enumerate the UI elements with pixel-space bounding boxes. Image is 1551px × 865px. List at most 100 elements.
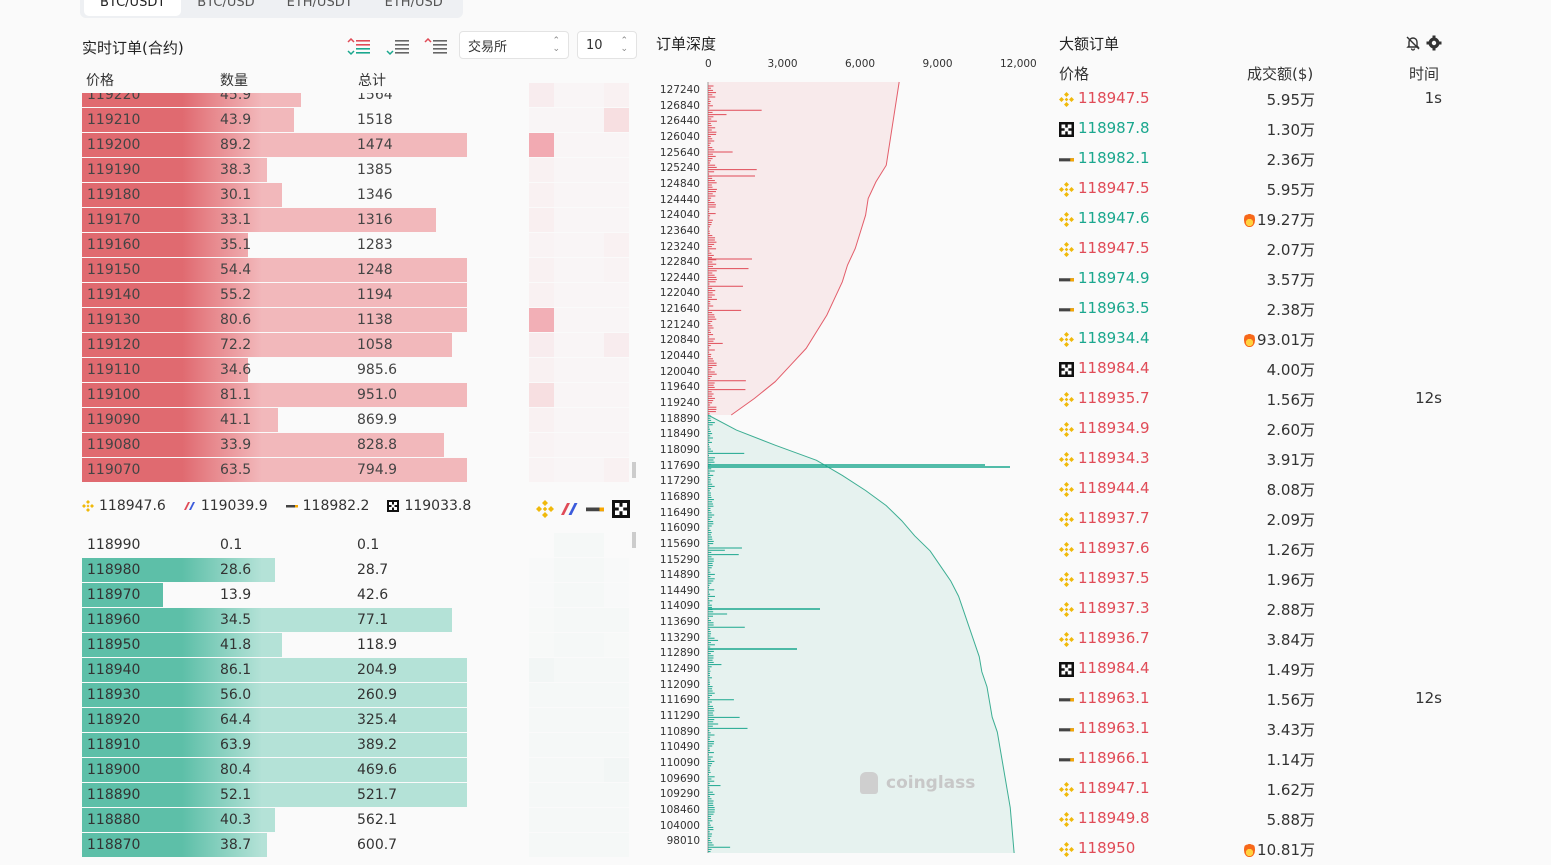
big-order-row[interactable]: 118937.3 2.88万 [1059,595,1444,625]
big-order-amount-value: 8.08万 [1266,481,1315,499]
bybit-icon[interactable] [586,500,604,518]
ask-row[interactable]: 119210 43.9 1518 [82,108,467,132]
bid-row[interactable]: 118950 41.8 118.9 [82,633,467,657]
big-order-amount: 3.84万 [1267,629,1315,650]
depth-price-label: 124040 [659,209,700,222]
ask-row[interactable]: 119080 33.9 828.8 [82,433,467,457]
ask-row[interactable]: 119070 63.5 794.9 [82,458,467,482]
big-order-row[interactable]: 118950 10.81万 [1059,835,1444,865]
ask-row[interactable]: 119110 34.6 985.6 [82,358,467,382]
big-order-row[interactable]: 118987.8 1.30万 [1059,115,1444,145]
ask-row[interactable]: 119150 54.4 1248 [82,258,467,282]
depth-price-label: 118090 [659,443,700,456]
binance-icon[interactable] [536,500,554,518]
big-order-row[interactable]: 118937.7 2.09万 [1059,505,1444,535]
depth-bar [82,358,248,382]
bid-row[interactable]: 118880 40.3 562.1 [82,808,467,832]
exchange-select[interactable]: 交易所 ⌃ ⌄ [459,31,569,59]
ask-row[interactable]: 119170 33.1 1316 [82,208,467,232]
ask-row[interactable]: 119200 89.2 1474 [82,133,467,157]
big-order-row[interactable]: 118984.4 1.49万 [1059,655,1444,685]
ask-row[interactable]: 119130 80.6 1138 [82,308,467,332]
big-order-row[interactable]: 118936.7 3.84万 [1059,625,1444,655]
bybit-icon [1059,698,1074,702]
ask-row[interactable]: 119140 55.2 1194 [82,283,467,307]
exchange-icon [1059,212,1074,227]
bell-off-icon[interactable] [1405,35,1421,51]
big-order-row[interactable]: 118935.7 1.56万 12s [1059,385,1444,415]
exchange-heat-cell [554,258,579,282]
big-order-row[interactable]: 118947.5 5.95万 [1059,175,1444,205]
big-order-row[interactable]: 118963.1 1.56万 12s [1059,685,1444,715]
exchange-heat-cell [604,808,629,832]
ask-row[interactable]: 119100 81.1 951.0 [82,383,467,407]
bid-row[interactable]: 118890 52.1 521.7 [82,783,467,807]
binance-icon [1059,542,1074,557]
bid-price: 118870 [87,837,141,853]
view-bids-icon[interactable] [385,38,411,56]
tab-eth-usdt[interactable]: ETH/USDT [286,0,353,10]
bid-row[interactable]: 118870 38.7 600.7 [82,833,467,857]
big-order-row[interactable]: 118949.8 5.88万 [1059,805,1444,835]
bid-row[interactable]: 118920 64.4 325.4 [82,708,467,732]
big-order-amount: 2.88万 [1267,599,1315,620]
bid-total: 260.9 [357,687,398,703]
bid-row[interactable]: 118960 34.5 77.1 [82,608,467,632]
bid-row[interactable]: 118980 28.6 28.7 [82,558,467,582]
bid-row[interactable]: 118970 13.9 42.6 [82,583,467,607]
bitmex-icon[interactable] [561,500,579,518]
bid-price: 118910 [87,737,141,753]
big-order-row[interactable]: 118937.6 1.26万 [1059,535,1444,565]
big-order-row[interactable]: 118947.1 1.62万 [1059,775,1444,805]
exchange-icon [1059,182,1074,197]
tab-btc-usdt[interactable]: BTC/USDT [84,0,182,16]
exchange-heat-cell [554,808,579,832]
depth-price-label: 117690 [659,459,700,472]
bid-row[interactable]: 118940 86.1 204.9 [82,658,467,682]
depth-price-label: 126040 [659,130,700,143]
big-order-row[interactable]: 118947.5 2.07万 [1059,235,1444,265]
exchange-heat-cell [554,183,579,207]
ask-row[interactable]: 119160 35.1 1283 [82,233,467,257]
bid-qty: 13.9 [220,587,252,603]
big-order-row[interactable]: 118944.4 8.08万 [1059,475,1444,505]
big-order-row[interactable]: 118963.1 3.43万 [1059,715,1444,745]
tab-btc-usd[interactable]: BTC/USD [197,0,255,10]
depth-count-select[interactable]: 10 ⌃ ⌄ [577,31,637,59]
big-order-row[interactable]: 118982.1 2.36万 [1059,145,1444,175]
bid-row[interactable]: 118910 63.9 389.2 [82,733,467,757]
ask-row[interactable]: 119180 30.1 1346 [82,183,467,207]
big-order-row[interactable]: 118974.9 3.57万 [1059,265,1444,295]
bid-total: 204.9 [357,662,398,678]
asks-scrollbar[interactable] [632,462,636,478]
bid-row[interactable]: 118990 0.1 0.1 [82,533,467,557]
view-both-icon[interactable] [346,38,372,56]
big-order-price: 118937.3 [1078,599,1150,617]
big-order-row[interactable]: 118963.5 2.38万 [1059,295,1444,325]
view-asks-icon[interactable] [423,38,449,56]
bid-row[interactable]: 118900 80.4 469.6 [82,758,467,782]
big-order-row[interactable]: 118937.5 1.96万 [1059,565,1444,595]
big-order-row[interactable]: 118934.9 2.60万 [1059,415,1444,445]
big-order-row[interactable]: 118966.1 1.14万 [1059,745,1444,775]
bid-row[interactable]: 118930 56.0 260.9 [82,683,467,707]
tab-eth-usd[interactable]: ETH/USD [384,0,443,10]
big-order-row[interactable]: 118947.6 19.27万 [1059,205,1444,235]
ask-row[interactable]: 119120 72.2 1058 [82,333,467,357]
ask-row[interactable]: 119190 38.3 1385 [82,158,467,182]
big-order-row[interactable]: 118947.5 5.95万 1s [1059,85,1444,115]
big-order-row[interactable]: 118984.4 4.00万 [1059,355,1444,385]
ask-row[interactable]: 119220 45.9 1564 [82,93,467,107]
exchange-icon [1059,602,1074,617]
coinglass-logo-icon [860,772,878,794]
gear-icon[interactable] [1426,35,1442,51]
exchange-heat-cell [554,158,579,182]
binance-icon [1059,182,1074,197]
bids-scrollbar[interactable] [632,532,636,548]
col-qty: 数量 [220,73,248,89]
big-order-row[interactable]: 118934.3 3.91万 [1059,445,1444,475]
big-order-amount: 3.43万 [1267,719,1315,740]
okx-icon[interactable] [612,500,630,518]
big-order-row[interactable]: 118934.4 93.01万 [1059,325,1444,355]
ask-row[interactable]: 119090 41.1 869.9 [82,408,467,432]
